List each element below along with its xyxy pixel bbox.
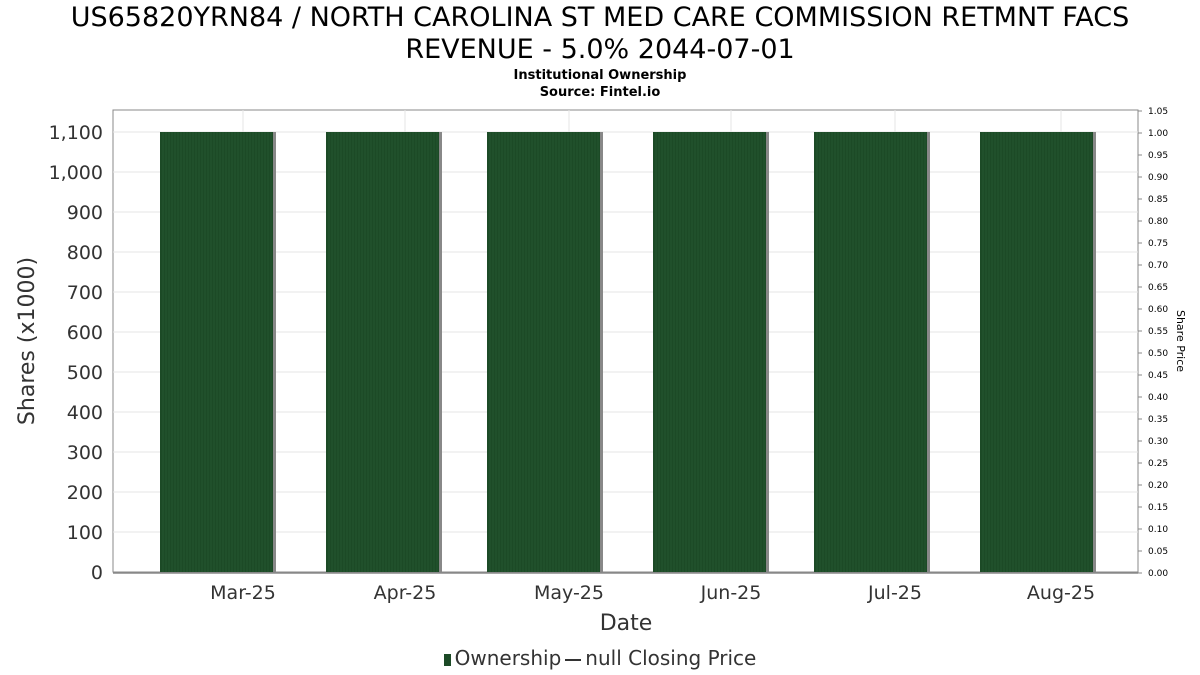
chart-title-line2: REVENUE - 5.0% 2044-07-01	[405, 34, 795, 65]
y2-tick-label: 0.35	[1148, 415, 1168, 425]
y2-tick-label: 0.40	[1148, 393, 1168, 403]
y2-tick-label: 0.55	[1148, 327, 1168, 337]
x-tick-label: May-25	[534, 582, 604, 604]
y2-tick-label: 0.50	[1148, 349, 1168, 359]
x-tick-label: Jul-25	[867, 582, 922, 604]
y2-tick-label: 0.30	[1148, 437, 1168, 447]
y-tick-label: 500	[67, 362, 103, 384]
y-tick-label: 400	[67, 402, 103, 424]
y-tick-label: 1,000	[49, 162, 103, 184]
x-tick-label: Jun-25	[700, 582, 762, 604]
y2-tick-label: 0.65	[1148, 283, 1168, 293]
ownership-legend-label: Ownership	[454, 646, 562, 670]
y2-tick-label: 0.70	[1148, 261, 1168, 271]
y2-tick-label: 0.20	[1148, 481, 1168, 491]
y2-tick-label: 0.60	[1148, 305, 1168, 315]
y2-tick-label: 0.80	[1148, 217, 1168, 227]
y-tick-label: 700	[67, 282, 103, 304]
y-tick-label: 300	[67, 442, 103, 464]
y-tick-label: 900	[67, 202, 103, 224]
ownership-bar	[160, 132, 276, 572]
y2-tick-label: 0.05	[1148, 547, 1168, 557]
ownership-chart: 0 100 200 300 400 500 600 700 800 900 1,000 1,100 Ma…	[15, 107, 1187, 636]
x-tick-label: Mar-25	[210, 582, 276, 604]
ownership-bar	[326, 132, 442, 572]
x-axis-title: Date	[600, 611, 653, 636]
y2-tick-label: 0.15	[1148, 503, 1168, 513]
ownership-bar	[980, 132, 1096, 572]
ownership-bar	[487, 132, 603, 572]
plot-frame	[112, 109, 1139, 573]
y-tick-label: 1,100	[49, 122, 103, 144]
y-tick-label: 100	[67, 522, 103, 544]
y2-tick-label: 1.00	[1148, 129, 1168, 139]
y-tick-label: 200	[67, 482, 103, 504]
y2-tick-label: 0.95	[1148, 151, 1168, 161]
y-tick-label: 600	[67, 322, 103, 344]
y2-tick-label: 1.05	[1148, 107, 1168, 117]
y2-tick-label: 0.25	[1148, 459, 1168, 469]
closing-price-legend-line	[565, 658, 582, 661]
ownership-bar	[653, 132, 769, 572]
y2-tick-label: 0.10	[1148, 525, 1168, 535]
y-tick-label: 0	[91, 562, 103, 584]
x-tick-label: Aug-25	[1027, 582, 1095, 604]
x-tick-label: Apr-25	[374, 582, 437, 604]
ownership-bar	[814, 132, 930, 572]
chart-title-line1: US65820YRN84 / NORTH CAROLINA ST MED CAR…	[70, 2, 1130, 33]
y2-tick-label: 0.45	[1148, 371, 1168, 381]
y2-tick-label: 0.90	[1148, 173, 1168, 183]
chart-subtitle: Institutional Ownership	[513, 68, 687, 83]
y2-tick-label: 0.75	[1148, 239, 1168, 249]
y-axis-title: Shares (x1000)	[15, 257, 40, 425]
closing-price-legend-label: null Closing Price	[585, 646, 757, 670]
legend: Ownership null Closing Price	[0, 646, 1200, 670]
y-tick-label: 800	[67, 242, 103, 264]
y2-axis-title: Share Price	[1174, 310, 1187, 372]
chart-source: Source: Fintel.io	[539, 85, 661, 100]
ownership-legend-swatch	[443, 653, 451, 666]
y2-tick-label: 0.85	[1148, 195, 1168, 205]
y2-tick-label: 0.00	[1148, 569, 1168, 579]
